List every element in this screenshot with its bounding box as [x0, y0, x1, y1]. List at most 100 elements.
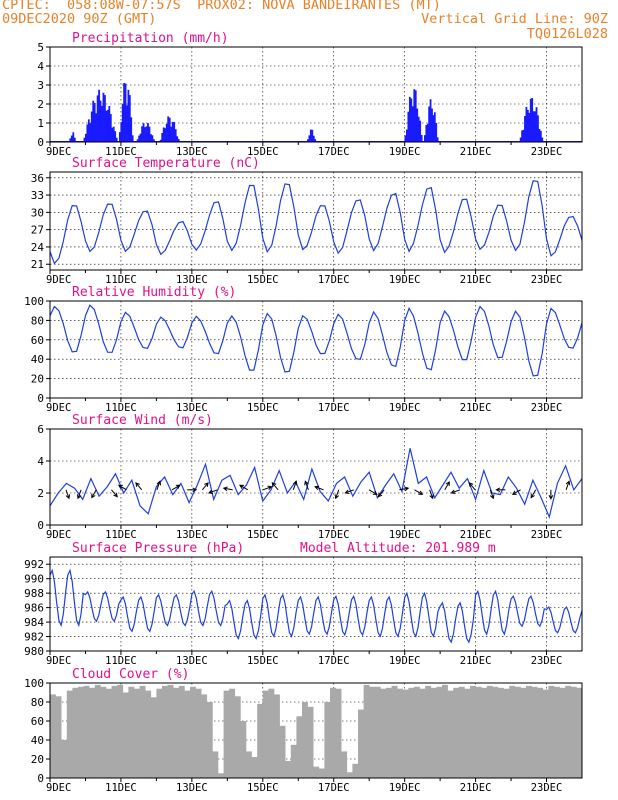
cloud-bar: [268, 688, 275, 778]
cloud-bar: [363, 684, 370, 778]
pressure-ytick-label: 986: [24, 602, 44, 615]
pressure-frame: [49, 556, 583, 652]
precip-bar: [72, 132, 75, 142]
wind-arrow: [378, 489, 385, 498]
humidity-ytick-label: 60: [31, 334, 44, 347]
humidity-xtick-label: 9DEC: [46, 402, 71, 414]
cloud-bar: [145, 690, 152, 778]
temperature-ytick-label: 36: [31, 172, 44, 185]
cloud-bar: [503, 688, 510, 778]
wind-arrow-head: [344, 489, 350, 494]
precip-bar: [106, 109, 109, 142]
precip-bar: [414, 90, 417, 142]
pressure-xtick-label: 17DEC: [318, 655, 350, 667]
precip-bar: [109, 114, 112, 142]
wind-arrow-head: [530, 493, 535, 499]
wind-arrow-head: [113, 492, 118, 498]
precip-bar: [528, 112, 531, 142]
wind-arrow-head: [304, 480, 309, 486]
cloud-bar: [447, 690, 454, 778]
cloud-bar: [386, 687, 392, 779]
precip-bar: [309, 129, 312, 142]
precip-bar: [428, 106, 431, 142]
precip-bar: [535, 107, 538, 142]
wind-arrow: [91, 489, 97, 498]
cloud-bar: [134, 688, 140, 778]
precip-bar: [308, 135, 311, 142]
humidity-ytick-label: 0: [37, 392, 44, 405]
cloud-bar: [313, 766, 320, 778]
wind-arrow-head: [267, 485, 273, 491]
cloud-bar: [380, 688, 387, 778]
precip-bar: [419, 120, 422, 142]
cloud-bar: [274, 694, 280, 778]
wind-arrow-head: [222, 486, 228, 492]
cloud-bar: [369, 686, 376, 778]
pressure-ytick-label: 982: [24, 631, 44, 644]
cloud-bar: [111, 685, 118, 778]
cloud-bar: [218, 773, 224, 779]
temperature-xtick-label: 19DEC: [389, 274, 421, 286]
precip-bar: [176, 136, 179, 142]
cloud-bar: [419, 688, 426, 778]
precip-bar: [413, 89, 416, 142]
cloud-bar: [318, 768, 325, 778]
precip-bar: [145, 126, 148, 142]
pressure-xtick-label: 19DEC: [389, 655, 421, 667]
humidity-ytick-label: 40: [31, 353, 44, 366]
wind-line: [49, 448, 583, 519]
wind-arrow: [530, 489, 537, 498]
precip-bar: [432, 115, 435, 142]
wind-arrow-head: [404, 486, 410, 492]
precip-bar: [171, 121, 174, 142]
precip-bar: [538, 128, 541, 142]
precipitation-title: Precipitation (mm/h): [72, 31, 229, 46]
precip-bar: [141, 126, 143, 142]
precip-bar: [159, 139, 162, 142]
cloud-bar: [106, 688, 112, 778]
wind-arrow-head: [91, 493, 96, 499]
cloud-bar: [302, 702, 308, 778]
wind-arrow-head: [445, 481, 450, 487]
precip-bar: [524, 116, 526, 142]
wind-xtick-label: 19DEC: [389, 529, 421, 541]
humidity-title: Relative Humidity (%): [72, 285, 236, 300]
precipitation-ytick-label: 1: [37, 117, 44, 130]
precip-bar: [105, 110, 108, 142]
pressure-xtick-label: 21DEC: [460, 655, 492, 667]
cloud-bar: [358, 709, 364, 778]
wind-xtick-label: 17DEC: [318, 529, 350, 541]
wind-xtick-label: 23DEC: [531, 529, 563, 541]
wind-xtick-label: 13DEC: [176, 529, 208, 541]
cloud-bar: [72, 687, 79, 779]
humidity-line: [49, 304, 583, 377]
wind-arrow-head: [135, 482, 140, 487]
wind-arrow-head: [239, 484, 245, 489]
precip-bar: [130, 117, 133, 142]
precip-bar: [170, 126, 173, 142]
humidity-xtick-label: 19DEC: [389, 402, 421, 414]
precip-bar: [177, 139, 180, 142]
precip-bar: [142, 123, 145, 142]
pressure-xtick-label: 11DEC: [105, 655, 137, 667]
wind-arrow-head: [489, 494, 495, 500]
humidity-xtick-label: 23DEC: [531, 402, 563, 414]
cloud-bar: [89, 687, 96, 779]
cloud-bar: [341, 751, 348, 778]
cloud-bar: [335, 688, 342, 778]
precip-bar: [89, 123, 92, 142]
precip-bar: [139, 133, 142, 142]
precip-bar: [420, 135, 423, 142]
humidity-xtick-label: 21DEC: [460, 402, 492, 414]
cloud-ytick-label: 100: [24, 677, 44, 690]
precip-bar: [93, 102, 96, 142]
precipitation-frame: [49, 46, 583, 143]
precip-bar: [532, 111, 535, 142]
cloud-bar: [246, 751, 252, 778]
wind-arrow-head: [548, 495, 554, 500]
precipitation-ytick-label: 4: [37, 60, 44, 73]
temperature-ytick-label: 33: [31, 189, 44, 202]
precipitation-xtick-label: 15DEC: [247, 146, 279, 158]
wind-arrow-head: [429, 494, 434, 500]
